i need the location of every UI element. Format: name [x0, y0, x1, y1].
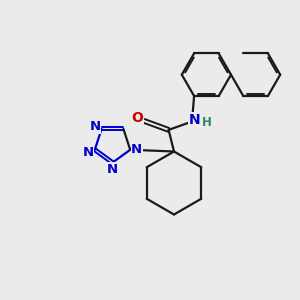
- Text: N: N: [89, 120, 100, 133]
- Text: H: H: [202, 116, 211, 130]
- Text: N: N: [82, 146, 94, 159]
- Text: O: O: [131, 112, 143, 125]
- Text: N: N: [189, 113, 200, 127]
- Text: N: N: [107, 163, 118, 176]
- Text: N: N: [131, 143, 142, 156]
